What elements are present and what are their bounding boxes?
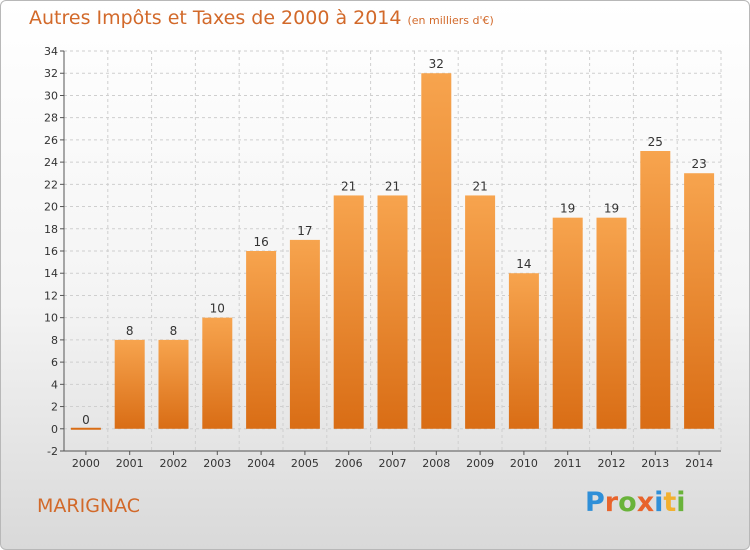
x-tick-label-2012: 2012 [598,457,626,470]
bars [70,73,715,430]
y-tick-label: 14 [44,267,58,280]
y-tick-label: 32 [44,67,58,80]
y-tick-label: 18 [44,223,58,236]
y-tick-label: 30 [44,89,58,102]
logo-letter: i [676,487,686,518]
bar-2010 [508,273,539,429]
data-label-2007: 21 [385,179,400,193]
bar-2004 [246,251,277,429]
chart-title: Autres Impôts et Taxes de 2000 à 2014 [29,7,402,29]
bar-2009 [465,195,496,429]
proxiti-logo: Proxiti [585,487,686,518]
data-label-2001: 8 [126,324,134,338]
y-tick-label: 8 [51,334,58,347]
y-tick-label: 0 [51,423,58,436]
y-tick-label: 10 [44,312,58,325]
y-tick-label: 16 [44,245,58,258]
y-tick-label: 20 [44,201,58,214]
y-tick-label: 12 [44,289,58,302]
logo-letter: P [585,487,605,518]
data-label-2013: 25 [648,135,663,149]
x-tick-label-2007: 2007 [379,457,407,470]
data-label-2014: 23 [691,157,706,171]
y-tick-label: 24 [44,156,58,169]
place-name: MARIGNAC [37,495,141,517]
data-label-2005: 17 [297,224,312,238]
x-tick-label-2002: 2002 [160,457,188,470]
x-tick-label-2013: 2013 [641,457,669,470]
y-tick-label: 4 [51,378,58,391]
logo-letter: i [654,487,664,518]
x-tick-label-2000: 2000 [72,457,100,470]
bar-2008 [421,73,452,429]
data-label-2000: 0 [82,413,90,427]
data-label-2006: 21 [341,179,356,193]
x-tick-label-2010: 2010 [510,457,538,470]
x-tick-label-2001: 2001 [116,457,144,470]
x-tick-label-2011: 2011 [554,457,582,470]
y-tick-label: 2 [51,401,58,414]
x-tick-label-2009: 2009 [466,457,494,470]
logo-letter: r [604,487,619,518]
axes [60,50,721,455]
x-tick-label-2008: 2008 [422,457,450,470]
bar-2013 [640,151,671,429]
bar-2014 [684,173,715,429]
chart-subtitle: (en milliers d'€) [407,14,494,27]
y-tick-label: 34 [44,45,58,58]
x-tick-label-2003: 2003 [203,457,231,470]
y-tick-label: 6 [51,356,58,369]
x-tick-label-2014: 2014 [685,457,713,470]
chart-title-block: Autres Impôts et Taxes de 2000 à 2014 (en… [29,7,494,29]
bar-2007 [377,195,408,429]
labels: -202468101214161820222426283032340200082… [44,45,713,470]
bar-2001 [114,339,145,429]
y-tick-label: -2 [47,445,58,458]
x-tick-label-2005: 2005 [291,457,319,470]
data-label-2011: 19 [560,202,575,216]
logo-letter: o [618,487,637,518]
data-label-2002: 8 [170,324,178,338]
bar-2003 [202,317,233,429]
logo-letter: t [663,487,677,518]
data-label-2008: 32 [429,57,444,71]
bar-2005 [289,239,320,429]
bar-2002 [158,339,189,429]
bar-2012 [596,217,627,429]
data-label-2012: 19 [604,202,619,216]
bar-2006 [333,195,364,429]
data-label-2003: 10 [210,302,225,316]
x-tick-label-2004: 2004 [247,457,275,470]
data-label-2010: 14 [516,257,531,271]
data-label-2009: 21 [472,179,487,193]
data-label-2004: 16 [253,235,268,249]
y-tick-label: 26 [44,134,58,147]
y-tick-label: 22 [44,178,58,191]
logo-letter: x [636,487,655,518]
y-tick-label: 28 [44,112,58,125]
bar-2011 [552,217,583,429]
x-tick-label-2006: 2006 [335,457,363,470]
